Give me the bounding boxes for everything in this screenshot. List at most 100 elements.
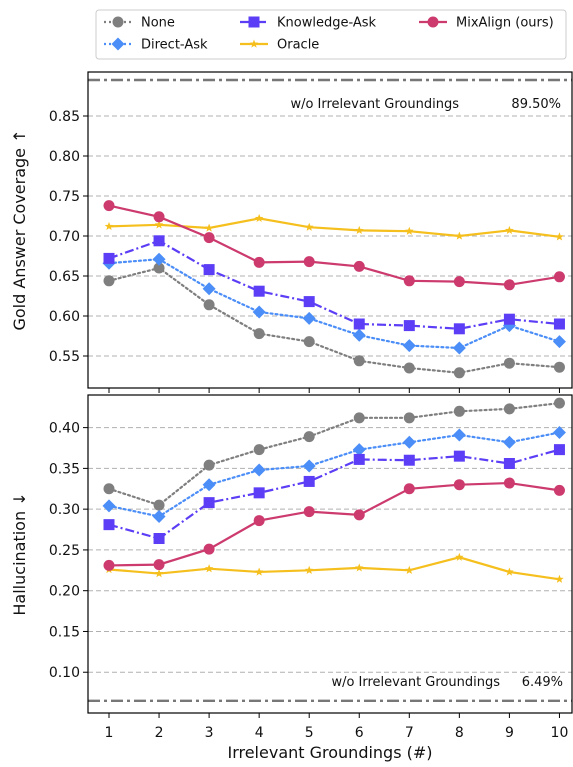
data-point-mixalign-ours [403,275,415,287]
data-point-oracle [405,565,414,574]
data-point-none [353,355,365,367]
series-oracle [104,552,564,583]
data-point-oracle [455,552,464,561]
y-tick-label: 0.40 [49,421,80,437]
x-tick-label: 9 [505,725,514,741]
y-tick-label: 0.25 [49,543,80,559]
data-point-oracle [104,221,114,231]
data-point-knowledge-ask [153,533,165,545]
legend-frame [95,9,567,60]
legend-label: MixAlign (ours) [456,16,554,31]
series-line-direct-ask [107,258,561,350]
series-line-none [107,266,561,374]
data-point-none [503,403,515,415]
data-point-none [453,367,465,379]
y-tick-label: 0.20 [49,584,80,600]
reference-value-coverage: 89.50% [511,97,561,112]
data-point-mixalign-ours [553,271,565,283]
y-tick-label: 0.35 [49,461,80,477]
data-point-oracle [204,223,214,232]
data-point-mixalign-ours [453,276,465,288]
data-point-knowledge-ask [153,235,165,247]
y-tick-label: 0.15 [49,624,80,640]
data-point-none [303,336,315,348]
x-tick-label: 1 [105,725,114,741]
data-point-mixalign-ours [103,200,115,212]
data-point-mixalign-ours [453,479,465,491]
reference-value-hallucination: 6.49% [522,675,563,690]
data-point-direct-ask [452,341,466,355]
data-point-none [303,431,315,443]
legend-marker [112,16,124,28]
data-point-direct-ask [152,252,166,266]
data-point-knowledge-ask [353,453,365,465]
series-line-knowledge-ask [108,239,560,330]
plot-frame-hallucination [87,394,573,714]
data-point-knowledge-ask [453,323,465,335]
data-point-none [553,397,565,409]
series-line-oracle [108,217,560,238]
data-point-none [403,362,415,374]
x-tick-label: 10 [551,725,569,741]
data-point-mixalign-ours [503,477,515,489]
series-none [103,397,565,511]
y-axis-label-hallucination: Hallucination ↓ [10,492,29,615]
data-point-direct-ask [202,478,216,492]
series-mixalign-ours [103,477,565,571]
plot-frame-coverage [87,71,573,389]
legend-marker [248,16,260,28]
series-none [103,262,565,379]
x-tick-label: 8 [455,725,464,741]
data-point-mixalign-ours [203,543,215,555]
data-point-direct-ask [352,328,366,342]
y-tick-label: 0.80 [49,149,80,165]
data-point-knowledge-ask [553,318,565,330]
series-oracle [104,213,564,241]
series-line-none [107,402,561,507]
series-knowledge-ask [103,444,565,545]
data-point-direct-ask [552,426,566,440]
legend-item-oracle: Oracle [240,38,319,53]
data-point-mixalign-ours [153,559,165,571]
data-point-none [253,444,265,456]
data-point-mixalign-ours [103,559,115,571]
data-point-oracle [555,232,564,241]
legend-label: Direct-Ask [141,38,208,53]
data-point-direct-ask [402,339,416,353]
data-point-none [103,483,115,495]
data-point-oracle [354,225,364,235]
x-tick-label: 2 [155,725,164,741]
legend-label: Oracle [277,38,319,53]
data-point-knowledge-ask [503,313,515,325]
data-point-knowledge-ask [553,444,565,456]
data-point-mixalign-ours [403,483,415,495]
data-point-mixalign-ours [353,260,365,272]
data-point-direct-ask [202,282,216,296]
data-point-none [153,262,165,274]
data-point-mixalign-ours [553,484,565,496]
y-tick-label: 0.75 [49,189,80,205]
series-direct-ask [102,426,566,523]
data-point-oracle [505,225,514,235]
data-point-knowledge-ask [303,296,315,308]
data-point-knowledge-ask [253,285,265,297]
y-tick-label: 0.70 [49,229,80,245]
y-tick-label: 0.55 [49,349,80,365]
legend: None Direct-Ask Knowledge-Ask Oracle MixAlig… [95,9,567,60]
data-point-direct-ask [402,435,416,449]
data-point-knowledge-ask [403,320,415,332]
legend-marker [111,37,125,51]
data-point-direct-ask [102,499,116,513]
data-point-none [453,405,465,417]
data-point-direct-ask [452,428,466,442]
data-point-mixalign-ours [153,211,165,223]
x-tick-label: 3 [205,725,214,741]
data-point-oracle [204,564,214,573]
x-tick-label: 5 [305,725,314,741]
data-point-mixalign-ours [303,256,315,268]
data-point-mixalign-ours [253,515,265,527]
data-point-mixalign-ours [253,256,265,268]
series-direct-ask [102,252,566,355]
data-point-knowledge-ask [353,318,365,330]
series-mixalign-ours [103,200,565,291]
